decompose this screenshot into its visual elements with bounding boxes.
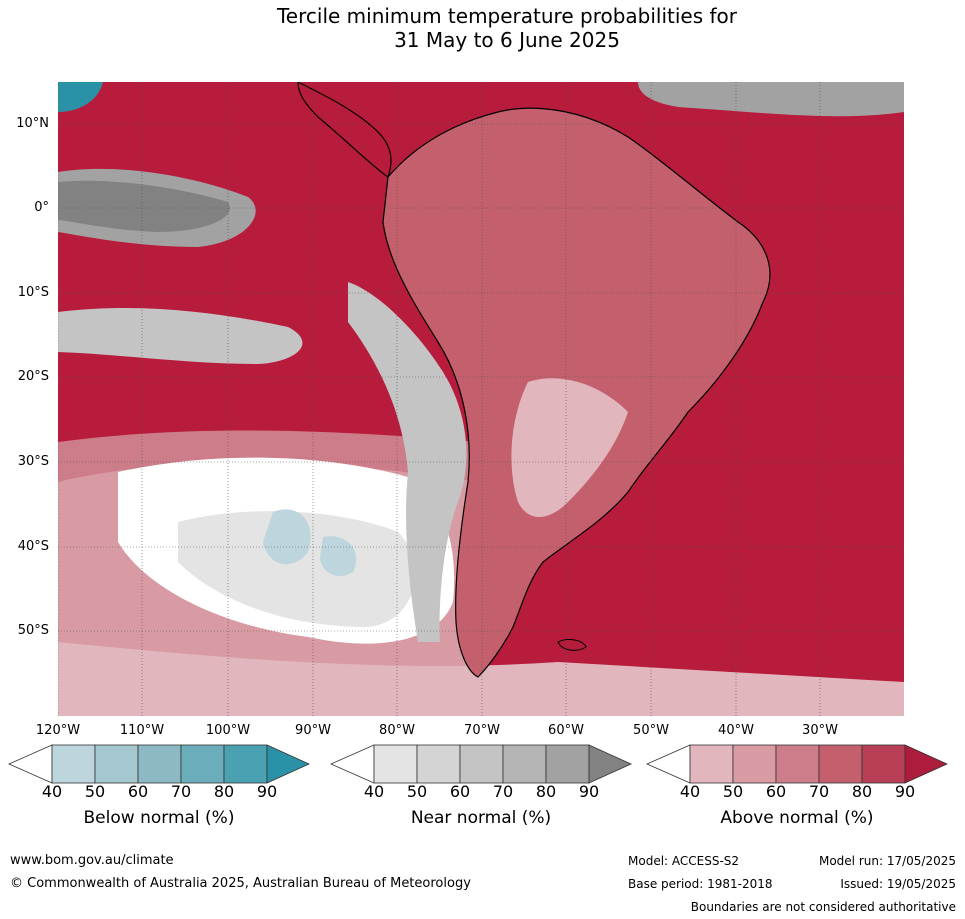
colorbar-below-segment-5 [223,744,268,784]
region-near-normal-southeast-pacific [58,307,303,364]
below-tick-90: 90 [256,782,278,801]
lon-label-80w: 80°W [379,723,415,738]
lat-label-50s: 50°S [17,623,49,638]
near-tick-90: 90 [578,782,600,801]
region-near-normal-andes [348,282,467,642]
colorbar-near-segment-0 [330,744,375,784]
colorbar-above-normal [646,744,948,784]
below-tick-40: 40 [41,782,63,801]
colorbar-near-normal [330,744,632,784]
region-above-50-argentina [511,378,628,517]
below-tick-60: 60 [127,782,149,801]
colorbar-near-segment-6 [588,744,632,784]
footer-url: www.bom.gov.au/climate [10,853,174,868]
lon-label-60w: 60°W [548,723,584,738]
lon-label-40w: 40°W [718,723,754,738]
near-tick-80: 80 [535,782,557,801]
colorbar-below-segment-0 [8,744,53,784]
colorbar-below-segment-3 [137,744,182,784]
lat-label-10n: 10°N [16,116,49,131]
legend-label-below: Below normal (%) [83,808,235,828]
colorbar-above-segment-2 [732,744,777,784]
title-line-2: 31 May to 6 June 2025 [394,28,620,52]
colorbar-below-normal [8,744,310,784]
lon-label-50w: 50°W [633,723,669,738]
near-tick-50: 50 [406,782,428,801]
above-tick-90: 90 [894,782,916,801]
colorbar-below-segment-6 [266,744,310,784]
lon-label-120w: 120°W [35,723,81,738]
legend-label-near: Near normal (%) [410,808,552,828]
lon-label-90w: 90°W [295,723,331,738]
colorbar-above-segment-4 [818,744,863,784]
above-tick-80: 80 [851,782,873,801]
colorbar-above-segment-5 [861,744,906,784]
colorbar-near-segment-4 [502,744,547,784]
lat-label-40s: 40°S [17,539,49,554]
region-near-normal-atlantic [638,82,904,117]
lat-label-30s: 30°S [17,454,49,469]
lon-label-110w: 110°W [119,723,165,738]
footer-copyright: © Commonwealth of Australia 2025, Austra… [10,876,471,891]
above-tick-70: 70 [808,782,830,801]
legend-label-above: Above normal (%) [720,808,874,828]
colorbar-above-segment-6 [904,744,948,784]
colorbar-below-segment-2 [94,744,139,784]
footer-base-period: Base period: 1981-2018 [628,877,773,891]
near-tick-40: 40 [363,782,385,801]
map-title: Tercile minimum temperature probabilitie… [0,4,965,52]
title-line-1: Tercile minimum temperature probabilitie… [276,4,738,28]
lon-label-100w: 100°W [205,723,251,738]
colorbar-near-segment-1 [373,744,418,784]
below-tick-70: 70 [170,782,192,801]
lat-label-10s: 10°S [17,285,49,300]
central-america [297,82,392,178]
lon-label-70w: 70°W [464,723,500,738]
region-near-normal [178,511,415,627]
near-tick-70: 70 [492,782,514,801]
colorbar-above-segment-3 [775,744,820,784]
colorbar-near-segment-5 [545,744,590,784]
footer-issued: Issued: 19/05/2025 [840,877,956,891]
near-tick-60: 60 [449,782,471,801]
region-above-50-south [58,642,904,716]
footer-disclaimer: Boundaries are not considered authoritat… [690,900,956,914]
region-below-normal-corner [58,82,103,112]
above-tick-40: 40 [679,782,701,801]
falkland-islands [557,639,587,651]
colorbar-near-segment-3 [459,744,504,784]
colorbar-below-segment-1 [51,744,96,784]
lat-label-20s: 20°S [17,369,49,384]
region-below-normal [263,509,311,565]
footer-model-run: Model run: 17/05/2025 [818,854,956,868]
graticule [58,82,904,716]
map-canvas [58,82,904,716]
colorbar-above-segment-1 [689,744,734,784]
above-tick-60: 60 [765,782,787,801]
above-tick-50: 50 [722,782,744,801]
probability-map [58,82,904,716]
lon-label-30w: 30°W [802,723,838,738]
lat-label-0: 0° [34,200,49,215]
below-tick-80: 80 [213,782,235,801]
footer-model: Model: ACCESS-S2 [628,854,740,868]
below-tick-50: 50 [84,782,106,801]
colorbar-above-segment-0 [646,744,691,784]
colorbar-below-segment-4 [180,744,225,784]
colorbar-near-segment-2 [416,744,461,784]
